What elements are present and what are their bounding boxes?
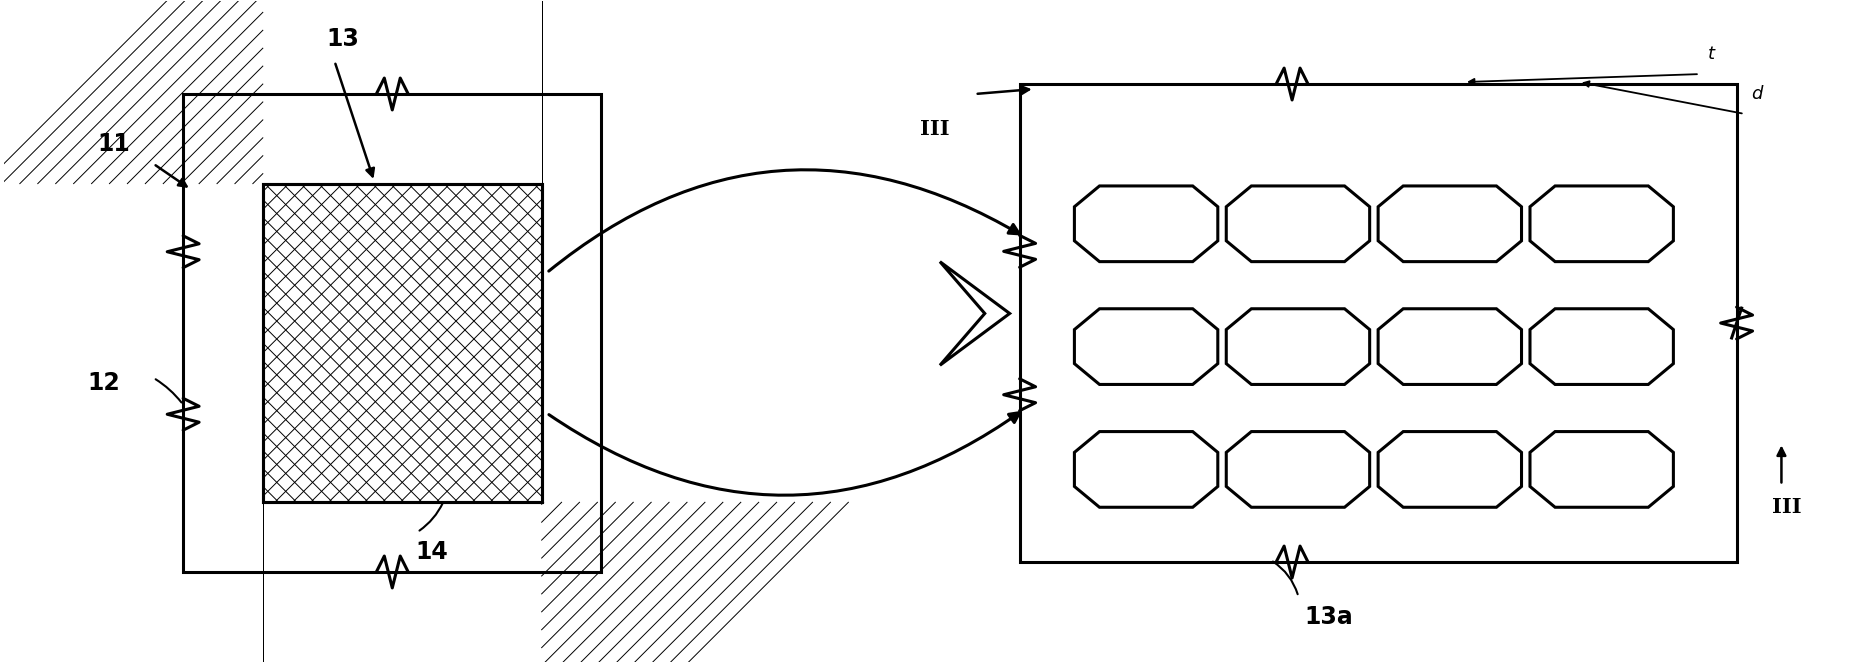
Text: 11: 11 [97,132,130,156]
Bar [1020,84,1735,562]
Text: 14: 14 [416,540,447,564]
Bar [263,184,541,503]
Polygon shape [939,262,1008,365]
Bar [263,184,541,503]
Text: III: III [1771,497,1801,517]
Text: 13a: 13a [1303,605,1351,629]
Bar [183,94,600,572]
Text: III: III [919,119,949,139]
Text: 13: 13 [326,27,358,51]
Text: 12: 12 [88,371,119,394]
Text: t: t [1707,45,1715,63]
Text: d: d [1750,85,1761,103]
